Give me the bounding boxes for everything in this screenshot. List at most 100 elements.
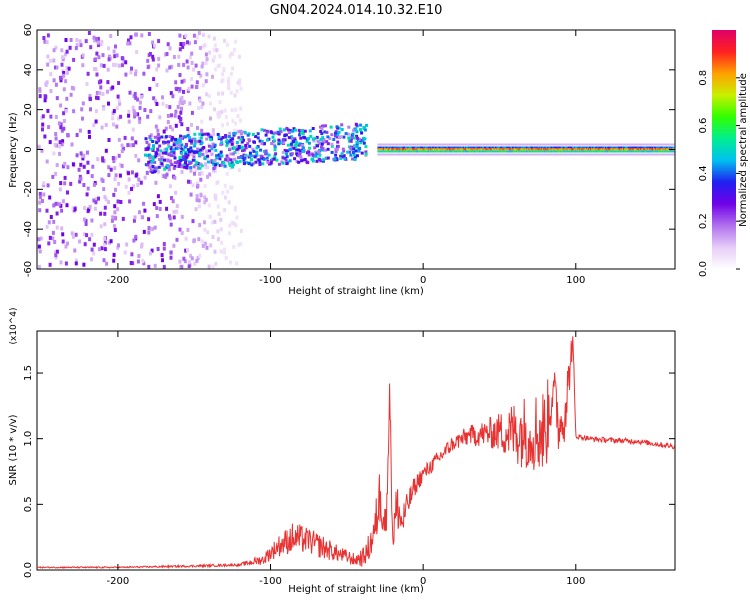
spectrogram-cell bbox=[148, 52, 152, 56]
spectrogram-cell bbox=[198, 98, 202, 103]
spectrogram-cell bbox=[135, 50, 139, 54]
spectrogram-cell bbox=[37, 237, 41, 242]
spectrogram-cell bbox=[398, 148, 401, 151]
spectrogram-cell bbox=[430, 153, 433, 156]
spectrogram-cell bbox=[292, 146, 296, 150]
spectrogram-cell bbox=[66, 190, 69, 195]
spectrogram-cell bbox=[62, 119, 66, 123]
spectrogram-cell bbox=[218, 163, 222, 167]
spectrogram-cell bbox=[281, 161, 285, 165]
spectrogram-cell bbox=[102, 243, 106, 248]
spectrogram-cell bbox=[453, 150, 456, 153]
spectrogram-cell bbox=[177, 62, 181, 67]
spectrogram-cell bbox=[434, 148, 436, 151]
spectrogram-cell bbox=[165, 147, 169, 151]
spectrogram-cell bbox=[299, 136, 303, 140]
spectrogram-cell bbox=[167, 144, 171, 148]
spectrogram-cell bbox=[358, 146, 362, 150]
spectrogram-cell bbox=[503, 148, 506, 151]
spectrogram-cell bbox=[409, 148, 412, 151]
spectrogram-cell bbox=[301, 158, 305, 162]
spectrogram-cell bbox=[64, 261, 68, 266]
spectrogram-cell bbox=[467, 146, 470, 149]
spectrogram-cell bbox=[142, 71, 146, 76]
spectrogram-cell bbox=[320, 126, 324, 130]
spectrogram-cell bbox=[381, 148, 384, 151]
spectrogram-cell bbox=[640, 143, 643, 146]
snr-x-axis-label: Height of straight line (km) bbox=[288, 584, 424, 595]
spectrogram-cell bbox=[65, 49, 69, 54]
spectrogram-cell bbox=[572, 143, 575, 146]
spectrogram-cell bbox=[355, 124, 359, 128]
spectrogram-cell bbox=[337, 126, 341, 130]
spectrogram-cell bbox=[223, 164, 227, 168]
spectrogram-cell bbox=[672, 150, 675, 153]
spectrogram-cell bbox=[670, 153, 673, 156]
spectrogram-cell bbox=[491, 153, 494, 156]
spectrogram-cell bbox=[532, 150, 535, 153]
spectrogram-cell bbox=[117, 98, 121, 103]
spectrogram-cell bbox=[176, 138, 180, 142]
spectrogram-cell bbox=[43, 98, 47, 103]
spectrogram-cell bbox=[528, 146, 530, 149]
spectrogram-cell bbox=[427, 150, 430, 153]
spectrogram-cell bbox=[453, 148, 456, 151]
spectrogram-cell bbox=[379, 143, 382, 146]
spectrogram-cell bbox=[189, 146, 193, 150]
spectrogram-cell bbox=[98, 91, 102, 96]
spectrogram-cell bbox=[450, 143, 452, 146]
spectrogram-cell bbox=[99, 211, 103, 216]
snr-x-tick-label: 100 bbox=[566, 576, 585, 587]
spectrogram-cell bbox=[262, 149, 266, 153]
spectrogram-cell bbox=[662, 143, 665, 146]
spectrogram-cell bbox=[64, 38, 68, 42]
spectrogram-cell bbox=[184, 152, 188, 156]
spectrogram-cell bbox=[157, 39, 161, 43]
spectrogram-cell bbox=[104, 197, 108, 202]
spectrogram-cell bbox=[498, 146, 501, 149]
spectrogram-cell bbox=[526, 150, 529, 153]
spectrogram-cell bbox=[506, 153, 509, 156]
spectrogram-cell bbox=[514, 153, 517, 156]
spectrogram-cell bbox=[300, 159, 304, 163]
spectrogram-cell bbox=[413, 153, 416, 156]
spectrogram-cell bbox=[238, 54, 241, 59]
spectrogram-cell bbox=[477, 150, 480, 153]
spectrogram-cell bbox=[229, 90, 233, 95]
spectrogram-cell bbox=[65, 203, 69, 208]
spectrogram-cell bbox=[434, 150, 436, 153]
spectrogram-cell bbox=[128, 199, 132, 204]
spectrogram-cell bbox=[187, 179, 190, 184]
spectrogram-cell bbox=[537, 148, 540, 151]
snr-series-line bbox=[36, 336, 676, 569]
spectrogram-cell bbox=[82, 164, 86, 169]
spectrogram-cell bbox=[554, 150, 557, 153]
spectrogram-cell bbox=[294, 128, 297, 132]
spectrogram-cell bbox=[447, 148, 450, 151]
spectrogram-cell bbox=[510, 150, 513, 153]
spectrogram-cell bbox=[481, 146, 483, 149]
spectrogram-cell bbox=[79, 162, 83, 167]
spectrogram-cell bbox=[301, 146, 305, 150]
spectrogram-cell bbox=[100, 125, 104, 130]
spectrogram-cell bbox=[443, 146, 446, 149]
spectrogram-cell bbox=[126, 41, 130, 46]
spectrogram-cell bbox=[193, 163, 197, 167]
spectrogram-cell bbox=[656, 143, 659, 146]
spectrogram-cell bbox=[72, 234, 75, 239]
spectrogram-cell bbox=[365, 123, 368, 127]
spectrogram-cell bbox=[61, 139, 65, 144]
spectrogram-cell bbox=[229, 185, 233, 190]
spectrogram-cell bbox=[616, 148, 619, 151]
spectrogram-cell bbox=[669, 143, 671, 146]
spectrogram-cell bbox=[521, 143, 524, 146]
spectrogram-cell bbox=[575, 153, 577, 156]
spectrogram-cell bbox=[217, 153, 221, 157]
spectrogram-cell bbox=[171, 94, 175, 99]
spectrogram-cell bbox=[316, 139, 320, 143]
spectrogram-cell bbox=[305, 160, 309, 164]
spectrogram-cell bbox=[212, 163, 216, 166]
spectrogram-cell bbox=[155, 102, 159, 106]
spectrogram-cell bbox=[470, 143, 473, 146]
spectrogram-cell bbox=[354, 128, 358, 132]
